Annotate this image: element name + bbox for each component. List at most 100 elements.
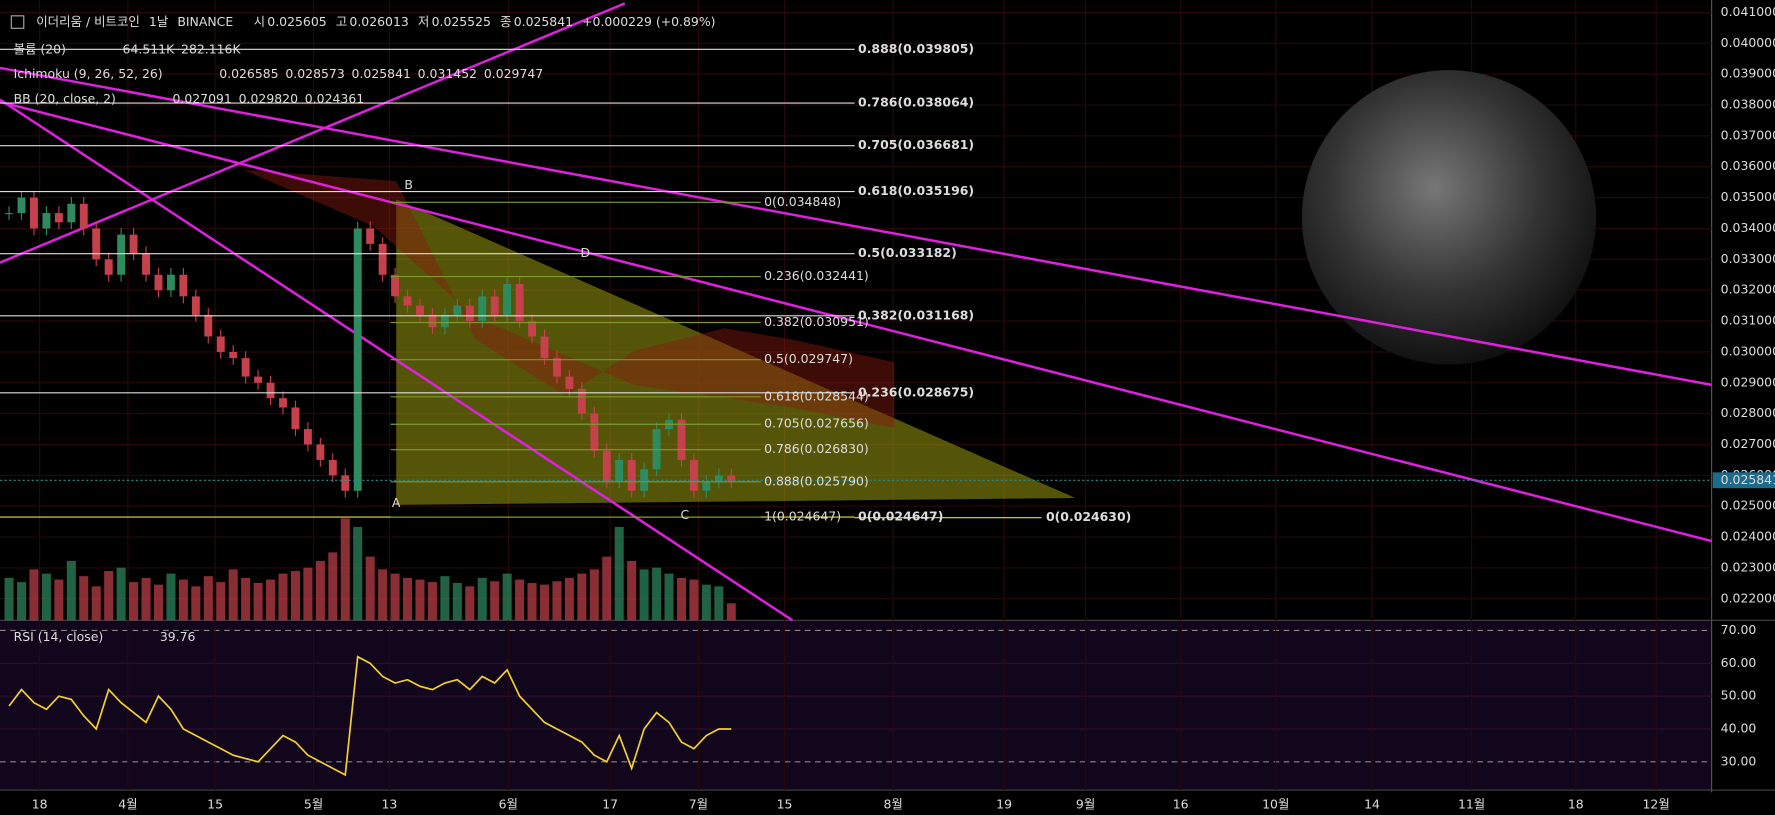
volume-bar xyxy=(465,586,475,621)
candle xyxy=(204,314,213,337)
candle xyxy=(328,459,337,476)
legend-value: 0.024361 xyxy=(305,91,364,106)
fib-label: 0(0.024647) xyxy=(858,509,943,524)
candle xyxy=(54,213,63,223)
candle xyxy=(515,284,524,322)
candle xyxy=(29,197,38,229)
fib-inner-label: 0.888(0.025790) xyxy=(764,473,869,488)
fib-label: 0.888(0.039805) xyxy=(858,41,974,56)
candle xyxy=(552,358,561,377)
candle xyxy=(353,228,362,491)
legend-value: 64.511K xyxy=(123,41,176,56)
candle xyxy=(154,274,163,291)
collapse-button[interactable] xyxy=(10,15,25,29)
volume-bar xyxy=(290,571,300,621)
volume-bar xyxy=(29,569,39,621)
candle xyxy=(615,459,624,482)
fib-inner-label: 0.786(0.026830) xyxy=(764,441,869,456)
candle xyxy=(403,296,412,306)
candle xyxy=(577,388,586,414)
candle xyxy=(303,429,312,445)
rsi-legend-name[interactable]: RSI (14, close) xyxy=(14,629,104,644)
legend-name[interactable]: 볼륨 (20) xyxy=(14,41,66,56)
volume-bar xyxy=(639,569,649,621)
legend-name[interactable]: Ichimoku (9, 26, 52, 26) xyxy=(14,66,163,81)
candle xyxy=(689,459,698,491)
last-price-box xyxy=(1712,472,1775,489)
candle xyxy=(17,197,26,214)
candle xyxy=(142,253,150,275)
rsi-tick-label: 60.00 xyxy=(1721,655,1757,670)
fib-inner-label: 0.236(0.032441) xyxy=(764,268,869,283)
candle xyxy=(117,234,126,275)
volume-bar xyxy=(564,577,574,621)
ichimoku-cloud xyxy=(243,169,895,428)
x-tick-label: 16 xyxy=(1173,796,1189,811)
candle xyxy=(677,419,686,460)
candle xyxy=(565,376,574,389)
volume-bar xyxy=(141,577,151,621)
volume-bar xyxy=(415,579,425,621)
candle xyxy=(79,203,88,229)
y-tick-label: 0.037000 xyxy=(1721,127,1775,142)
candle xyxy=(92,228,101,260)
volume-bar xyxy=(440,576,450,621)
volume-bar xyxy=(228,569,238,621)
candle xyxy=(5,213,14,215)
y-tick-label: 0.032000 xyxy=(1721,282,1775,297)
x-tick-label: 19 xyxy=(996,796,1012,811)
fib-label: 0.705(0.036681) xyxy=(858,137,974,152)
candle xyxy=(291,407,300,430)
x-tick-label: 4월 xyxy=(118,796,137,811)
x-tick-label: 5월 xyxy=(304,796,323,811)
candle xyxy=(528,321,537,337)
volume-bar xyxy=(714,586,724,621)
volume-bar xyxy=(726,603,736,621)
x-tick-label: 18 xyxy=(1568,796,1584,811)
volume-bar xyxy=(41,573,51,621)
candle xyxy=(503,284,512,315)
candle xyxy=(191,296,200,315)
legend-value: 0.025841 xyxy=(352,66,411,81)
x-tick-label: 12월 xyxy=(1642,796,1669,811)
ohlc-label: 종 xyxy=(500,14,511,29)
volume-bar xyxy=(66,560,76,621)
candle xyxy=(378,243,387,275)
legend-value: 0.028573 xyxy=(285,66,344,81)
volume-bar xyxy=(315,560,325,621)
candle xyxy=(453,305,462,315)
y-tick-label: 0.033000 xyxy=(1721,251,1775,266)
volume-bar xyxy=(266,579,276,621)
volume-bar xyxy=(129,582,139,621)
rsi-tick-label: 40.00 xyxy=(1721,720,1757,735)
change: +0.000229 (+0.89%) xyxy=(582,14,715,29)
volume-bar xyxy=(178,579,188,621)
volume-bar xyxy=(216,582,226,621)
fib-inner-label: 0.705(0.027656) xyxy=(764,416,869,431)
legend-value: 0.031452 xyxy=(418,66,477,81)
rsi-tick-label: 70.00 xyxy=(1721,622,1757,637)
x-tick-label: 15 xyxy=(777,796,793,811)
symbol: 이더리움 / 비트코인 xyxy=(36,14,140,29)
legend-value: 0.026585 xyxy=(219,66,278,81)
volume-bar xyxy=(676,577,687,621)
fib-label: 0.382(0.031168) xyxy=(858,307,974,322)
candle xyxy=(490,296,499,315)
candle xyxy=(602,450,611,482)
volume-bar xyxy=(614,526,624,621)
ohlc-label: 저 xyxy=(418,14,429,29)
legend-name[interactable]: BB (20, close, 2) xyxy=(14,91,116,106)
volume-bar xyxy=(427,582,437,621)
legend-value: 0.029747 xyxy=(484,66,543,81)
candle xyxy=(465,305,474,322)
candle xyxy=(391,274,400,297)
volume-bar xyxy=(203,576,213,621)
x-tick-label: 14 xyxy=(1364,796,1380,811)
legend-value: 0.029820 xyxy=(239,91,298,106)
volume-bar xyxy=(577,573,587,621)
x-tick-label: 10월 xyxy=(1262,796,1289,811)
y-tick-label: 0.039000 xyxy=(1721,66,1775,81)
volume-bar xyxy=(539,584,550,621)
candle xyxy=(428,314,437,328)
